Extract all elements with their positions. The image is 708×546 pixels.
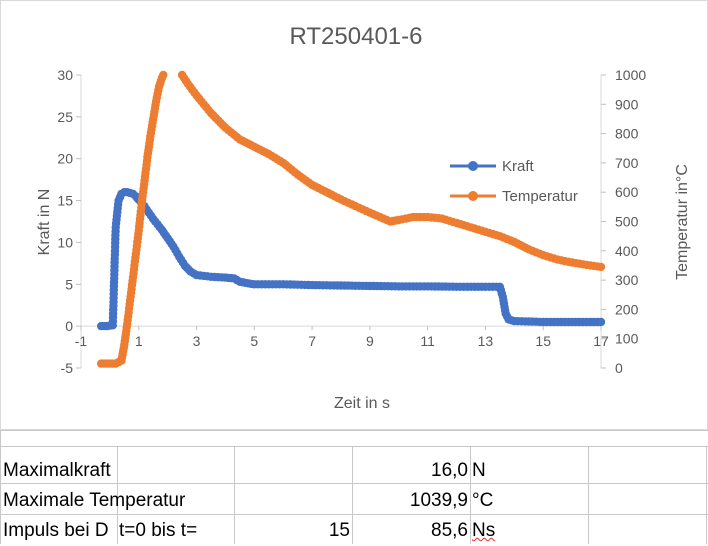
- series-kraft: [97, 188, 606, 331]
- y2-tick-label: 1000: [615, 67, 646, 83]
- data-point-temperatur: [596, 262, 606, 272]
- grid-col-line: [706, 446, 707, 544]
- y-tick-label: 5: [65, 276, 73, 292]
- table-cell-unit[interactable]: °C: [472, 490, 494, 511]
- chart-svg: RT250401-6 -5051015202530010020030040050…: [0, 0, 708, 430]
- grid-col-line: [470, 446, 471, 544]
- y2-tick-label: 200: [615, 301, 639, 317]
- y2-tick-label: 600: [615, 184, 639, 200]
- y-tick-label: 0: [65, 318, 73, 334]
- grid-col-line: [117, 446, 118, 544]
- y-tick-label: 25: [57, 109, 73, 125]
- y2-tick-label: 0: [615, 360, 623, 376]
- legend-label-kraft: Kraft: [502, 158, 535, 175]
- y-tick-label: 30: [57, 67, 73, 83]
- grid-line: [0, 483, 708, 484]
- y2-tick-label: 500: [615, 214, 639, 230]
- data-point-kraft: [596, 317, 606, 327]
- table-cell-param[interactable]: 15: [328, 520, 350, 541]
- y-tick-label: -5: [61, 360, 74, 376]
- legend-marker-temperatur: [468, 191, 478, 201]
- y2-tick-label: 800: [615, 126, 639, 142]
- y2-axis-label: Temperatur in°C: [674, 164, 691, 280]
- spellcheck-unit: Ns: [472, 520, 496, 541]
- grid-col-line: [588, 446, 589, 544]
- legend-marker-kraft: [468, 161, 478, 171]
- legend-label-temperatur: Temperatur: [502, 188, 578, 205]
- y2-tick-label: 700: [615, 155, 639, 171]
- table-cell-label[interactable]: Maximalkraft: [3, 460, 111, 481]
- y2-tick-label: 400: [615, 243, 639, 259]
- chart-legend: Kraft Temperatur: [450, 158, 578, 205]
- table-cell-unit[interactable]: Ns: [472, 516, 495, 546]
- x-tick-label: 13: [478, 333, 494, 349]
- table-cell-label-continued[interactable]: t=0 bis t=: [119, 520, 198, 541]
- table-cell-label[interactable]: Impuls bei D: [3, 520, 109, 541]
- x-tick-label: 17: [593, 333, 609, 349]
- x-tick-label: 11: [420, 333, 435, 349]
- chart-title: RT250401-6: [290, 23, 423, 50]
- x-tick-label: 7: [308, 333, 316, 349]
- table-cell-unit[interactable]: N: [472, 460, 486, 481]
- data-point-temperatur: [159, 70, 168, 80]
- series-temperatur: [97, 70, 606, 368]
- grid-col-line: [234, 446, 235, 544]
- x-axis-label: Zeit in s: [334, 395, 390, 412]
- y-tick-label: 15: [57, 193, 73, 209]
- chart-object[interactable]: RT250401-6 -5 0 5 10 15 20 25 30 0 100 200 300 400 50…: [0, 0, 708, 430]
- table-cell-value[interactable]: 85,6: [431, 520, 468, 541]
- x-tick-label: -1: [75, 333, 88, 349]
- y2-tick-label: 900: [615, 96, 639, 112]
- table-cell-label[interactable]: Maximale Temperatur: [3, 490, 186, 511]
- y-tick-label: 10: [57, 234, 73, 250]
- table-cell-value[interactable]: 1039,9: [409, 490, 468, 511]
- y-axis-label: Kraft in N: [36, 189, 53, 256]
- grid-col-line: [352, 446, 353, 544]
- y2-tick-label: 100: [615, 331, 639, 347]
- x-tick-label: 3: [193, 333, 201, 349]
- x-tick-label: 9: [366, 333, 374, 349]
- table-cell-value[interactable]: 16,0: [431, 460, 468, 481]
- grid-line: [0, 446, 708, 447]
- grid-line: [0, 514, 708, 515]
- x-tick-label: 15: [535, 333, 551, 349]
- x-tick-label: 5: [250, 333, 258, 349]
- y-tick-label: 20: [57, 151, 73, 167]
- y2-tick-label: 300: [615, 272, 639, 288]
- grid-line: [0, 430, 708, 431]
- x-tick-label: 1: [135, 333, 143, 349]
